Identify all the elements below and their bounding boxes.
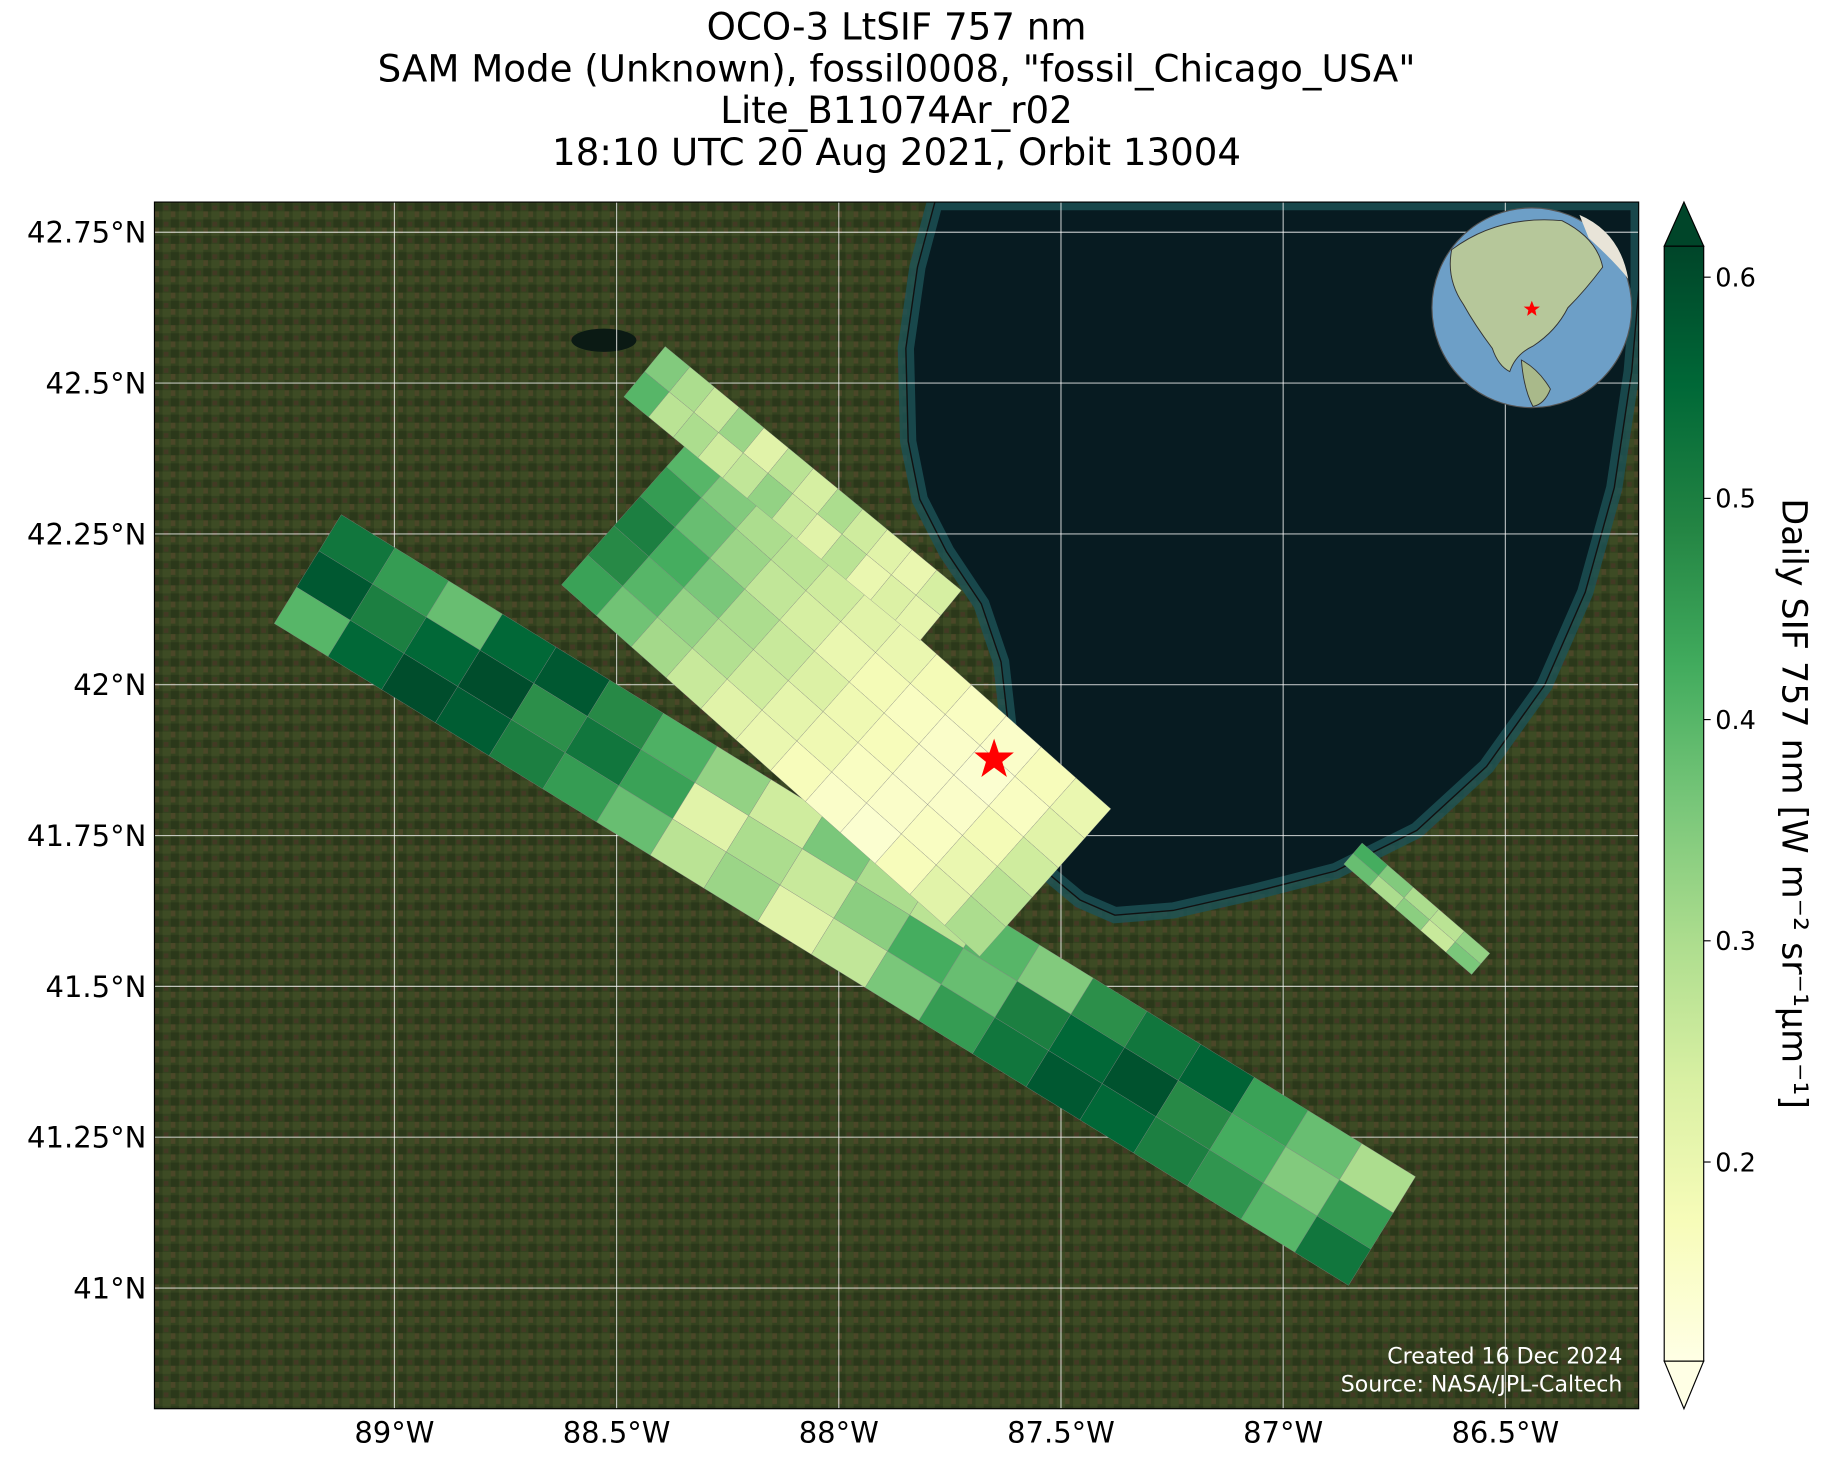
title-line: Lite_B11074Ar_r02 [720, 89, 1073, 132]
title-line: 18:10 UTC 20 Aug 2021, Orbit 13004 [552, 131, 1241, 174]
title-line: OCO-3 LtSIF 757 nm [707, 5, 1087, 48]
target-marker [974, 738, 1014, 777]
x-tick-label: 87.5°W [1007, 1415, 1115, 1449]
x-tick-label: 86.5°W [1451, 1415, 1559, 1449]
x-tick-label: 89°W [354, 1415, 434, 1449]
y-tick-label: 42.75°N [27, 216, 146, 250]
credit-created: Created 16 Dec 2024 [1387, 1344, 1622, 1369]
title-line: SAM Mode (Unknown), fossil0008, "fossil_… [378, 47, 1416, 90]
colorbar-label: Daily SIF 757 nm [W m⁻² sr⁻¹μm⁻¹] [1774, 498, 1814, 1109]
y-tick-label: 42.25°N [27, 517, 146, 551]
y-tick-label: 41°N [73, 1272, 146, 1306]
y-tick-label: 42.5°N [46, 367, 147, 401]
globe-inset [1431, 207, 1633, 409]
map-frame [153, 201, 1640, 1410]
y-tick-label: 42°N [73, 668, 146, 702]
basemap [154, 202, 1639, 1409]
colorbar-tick-label: 0.6 [1715, 263, 1756, 293]
sif-cell [944, 895, 1007, 957]
sif-soundings [274, 346, 1491, 1286]
x-tick-label: 88.5°W [563, 1415, 671, 1449]
axis-labels: 89°W 88.5°W 88°W 87.5°W 87°W 86.5°W 41°N 41.25°… [27, 216, 1559, 1450]
colorbar-body [1663, 245, 1705, 1362]
x-tick-label: 88°W [799, 1415, 879, 1449]
colorbar-extend-max [1663, 200, 1705, 247]
colorbar-tick-label: 0.4 [1715, 706, 1756, 736]
credit-source: Source: NASA/JPL-Caltech [1341, 1372, 1623, 1397]
sif-cell [895, 594, 941, 641]
y-tick-label: 41.5°N [46, 970, 147, 1004]
sif-cell [1445, 941, 1481, 975]
colorbar-extend-min [1663, 1360, 1705, 1411]
y-tick-label: 41.75°N [27, 819, 146, 853]
colorbar-tick-label: 0.3 [1715, 927, 1756, 957]
colorbar: 0.2 0.3 0.4 0.5 0.6 Daily SIF 757 nm [W m⁻² s… [1663, 200, 1814, 1411]
colorbar-tick-label: 0.5 [1715, 485, 1756, 515]
x-tick-label: 87°W [1243, 1415, 1323, 1449]
y-tick-label: 41.25°N [27, 1121, 146, 1155]
colorbar-tick-label: 0.2 [1715, 1148, 1756, 1178]
sif-cell [1294, 1215, 1372, 1286]
